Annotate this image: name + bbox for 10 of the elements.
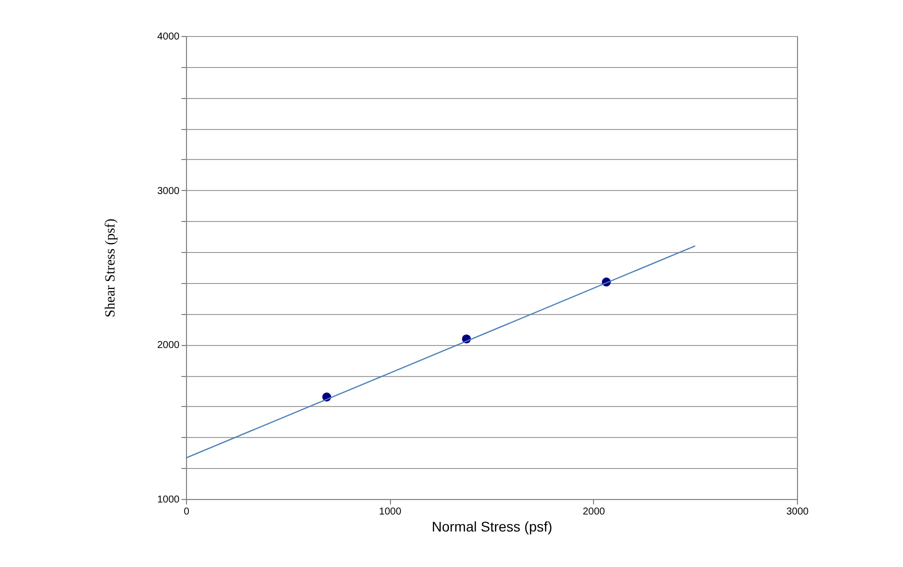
y-tick-label: 2000	[157, 340, 180, 352]
x-axis-title: Normal Stress (psf)	[432, 518, 552, 534]
y-tick-label: 1000	[157, 494, 180, 506]
x-tick-label: 2000	[582, 506, 606, 518]
x-tick-label: 1000	[379, 506, 402, 518]
y-axis-title: Shear Stress (psf)	[103, 218, 118, 318]
x-tick-label: 0	[184, 506, 190, 518]
y-tick-label: 3000	[157, 186, 180, 197]
y-tick-label: 4000	[157, 32, 180, 42]
x-tick-label: 3000	[786, 506, 810, 518]
